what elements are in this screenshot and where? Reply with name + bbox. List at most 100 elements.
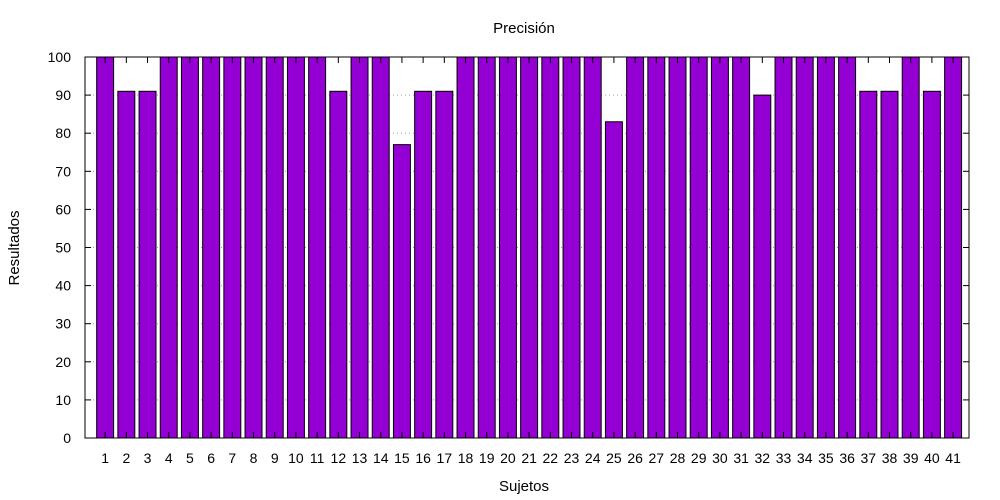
- bar: [138, 90, 157, 439]
- y-tick-label: 90: [55, 87, 71, 103]
- x-tick-label: 12: [331, 450, 347, 466]
- y-tick-label: 20: [55, 354, 71, 370]
- bar: [96, 56, 115, 439]
- bar: [329, 90, 348, 439]
- bar: [647, 56, 666, 439]
- bar: [859, 90, 878, 439]
- x-tick-label: 35: [818, 450, 834, 466]
- bar: [286, 56, 305, 439]
- x-axis-title: Sujetos: [499, 478, 549, 495]
- bar: [180, 56, 199, 439]
- x-tick-label: 14: [373, 450, 389, 466]
- x-tick-label: 1: [101, 450, 109, 466]
- bar: [816, 56, 835, 439]
- x-tick-label: 33: [776, 450, 792, 466]
- bar: [520, 56, 539, 439]
- x-tick-label: 8: [250, 450, 258, 466]
- x-tick-label: 10: [288, 450, 304, 466]
- y-axis-title: Resultados: [6, 210, 23, 285]
- x-tick-label: 31: [733, 450, 749, 466]
- bar: [223, 56, 242, 439]
- bar: [308, 56, 327, 439]
- chart-title: Precisión: [493, 20, 555, 37]
- bar: [838, 56, 857, 439]
- x-tick-label: 3: [144, 450, 152, 466]
- y-tick-label: 40: [55, 278, 71, 294]
- x-tick-label: 32: [755, 450, 771, 466]
- bar: [774, 56, 793, 439]
- x-tick-label: 22: [543, 450, 559, 466]
- bar: [583, 56, 602, 439]
- bars: [96, 56, 963, 439]
- bar: [795, 56, 814, 439]
- bar: [477, 56, 496, 439]
- x-tick-label: 29: [691, 450, 707, 466]
- bar: [562, 56, 581, 439]
- x-tick-label: 24: [585, 450, 601, 466]
- x-tick-label: 27: [649, 450, 665, 466]
- bar: [922, 90, 941, 439]
- x-tick-label: 2: [122, 450, 130, 466]
- y-tick-label: 50: [55, 240, 71, 256]
- bar: [541, 56, 560, 439]
- y-tick-label: 60: [55, 201, 71, 217]
- bar: [392, 144, 411, 439]
- x-tick-label: 5: [186, 450, 194, 466]
- x-tick-label: 18: [458, 450, 474, 466]
- x-tick-label: 7: [228, 450, 236, 466]
- bar: [626, 56, 645, 439]
- bar: [414, 90, 433, 439]
- bar: [689, 56, 708, 439]
- bar: [117, 90, 136, 439]
- x-tick-label: 4: [165, 450, 173, 466]
- bar: [159, 56, 178, 439]
- bar: [498, 56, 517, 439]
- x-tick-label: 39: [903, 450, 919, 466]
- x-tick-label: 36: [839, 450, 855, 466]
- bar: [202, 56, 221, 439]
- y-tick-label: 80: [55, 125, 71, 141]
- bar: [880, 90, 899, 439]
- x-tick-label: 23: [564, 450, 580, 466]
- x-tick-label: 20: [500, 450, 516, 466]
- x-tick-label: 38: [882, 450, 898, 466]
- bar: [350, 56, 369, 439]
- x-tick-label: 19: [479, 450, 495, 466]
- bar: [901, 56, 920, 439]
- y-tick-label: 100: [48, 49, 72, 65]
- y-tick-label: 70: [55, 163, 71, 179]
- bar: [604, 121, 623, 439]
- bar: [244, 56, 263, 439]
- bar: [732, 56, 751, 439]
- x-tick-label: 16: [415, 450, 431, 466]
- x-tick-label: 40: [924, 450, 940, 466]
- x-tick-label: 6: [207, 450, 215, 466]
- x-tick-label: 41: [945, 450, 961, 466]
- x-tick-label: 13: [352, 450, 368, 466]
- x-tick-label: 15: [394, 450, 410, 466]
- x-tick-label: 34: [797, 450, 813, 466]
- bar: [265, 56, 284, 439]
- x-tick-label: 28: [670, 450, 686, 466]
- bar: [371, 56, 390, 439]
- x-tick-label: 30: [712, 450, 728, 466]
- y-tick-label: 0: [63, 430, 71, 446]
- bar: [668, 56, 687, 439]
- bar: [456, 56, 475, 439]
- x-tick-label: 9: [271, 450, 279, 466]
- y-tick-label: 30: [55, 316, 71, 332]
- x-tick-label: 37: [861, 450, 877, 466]
- x-tick-label: 17: [437, 450, 453, 466]
- x-tick-label: 25: [606, 450, 622, 466]
- x-tick-label: 21: [521, 450, 537, 466]
- bar: [435, 90, 454, 439]
- bar: [944, 56, 963, 439]
- bar: [710, 56, 729, 439]
- x-tick-label: 26: [627, 450, 643, 466]
- x-tick-label: 11: [310, 450, 325, 466]
- y-tick-label: 10: [55, 392, 71, 408]
- bar: [753, 94, 772, 439]
